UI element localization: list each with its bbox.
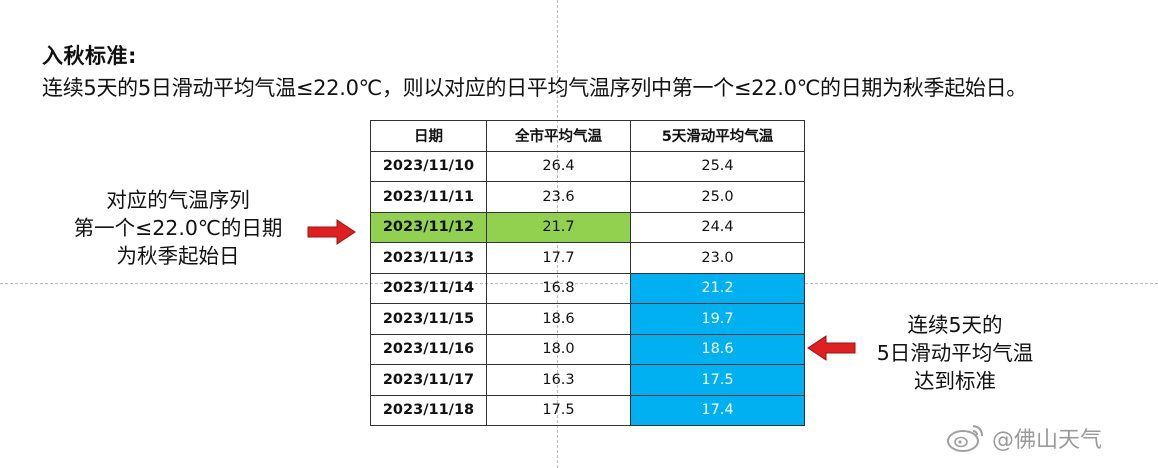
header-sliding-average: 5天滑动平均气温: [630, 120, 805, 152]
avg-cell: 26.4: [486, 150, 631, 182]
watermark-text: @佛山天气: [992, 428, 1103, 453]
weibo-icon: [947, 425, 983, 452]
temperature-table: 日期 全市平均气温 5天滑动平均气温 2023/11/10 26.4 25.4 …: [370, 120, 805, 426]
note-left: 对应的气温序列 第一个≤22.0℃的日期 为秋季起始日: [58, 186, 298, 270]
date-cell-highlighted: 2023/11/12: [370, 211, 487, 243]
note-left-line: 第一个≤22.0℃的日期: [73, 216, 283, 240]
sliding-cell: 23.0: [630, 242, 805, 274]
note-left-line: 为秋季起始日: [116, 244, 240, 268]
avg-cell: 18.6: [486, 303, 631, 335]
date-cell: 2023/11/16: [370, 333, 487, 365]
table-row: 2023/11/15 18.6 19.7: [370, 303, 805, 335]
avg-cell: 17.7: [486, 242, 631, 274]
note-right-line: 连续5天的: [907, 313, 1003, 337]
sliding-cell: 25.4: [630, 150, 805, 182]
arrow-left-icon: [807, 335, 856, 361]
sliding-cell-highlighted: 18.6: [630, 333, 805, 365]
date-cell: 2023/11/11: [370, 181, 487, 213]
header-city-average: 全市平均气温: [486, 120, 631, 152]
table-row: 2023/11/18 17.5 17.4: [370, 394, 805, 426]
avg-cell: 17.5: [486, 394, 631, 426]
date-cell: 2023/11/14: [370, 272, 487, 304]
avg-cell: 18.0: [486, 333, 631, 365]
sliding-cell: 24.4: [630, 211, 805, 243]
watermark: @佛山天气: [946, 422, 1102, 454]
heading: 入秋标准:: [42, 44, 137, 68]
date-cell: 2023/11/17: [370, 364, 487, 396]
note-right-line: 达到标准: [914, 369, 996, 393]
table-row: 2023/11/14 16.8 21.2: [370, 272, 805, 304]
table-row: 2023/11/16 18.0 18.6: [370, 333, 805, 365]
arrow-right-icon: [307, 219, 356, 245]
sliding-cell-highlighted: 17.4: [630, 394, 805, 426]
date-cell: 2023/11/18: [370, 394, 487, 426]
note-left-line: 对应的气温序列: [106, 188, 250, 212]
table-row: 2023/11/13 17.7 23.0: [370, 242, 805, 274]
avg-cell: 23.6: [486, 181, 631, 213]
avg-cell: 16.8: [486, 272, 631, 304]
sliding-cell: 25.0: [630, 181, 805, 213]
sliding-cell-highlighted: 17.5: [630, 364, 805, 396]
date-cell: 2023/11/10: [370, 150, 487, 182]
date-cell: 2023/11/13: [370, 242, 487, 274]
note-right-line: 5日滑动平均气温: [876, 341, 1034, 365]
rule-text: 连续5天的5日滑动平均气温≤22.0℃，则以对应的日平均气温序列中第一个≤22.…: [42, 76, 1027, 100]
avg-cell: 16.3: [486, 364, 631, 396]
table-row: 2023/11/10 26.4 25.4: [370, 150, 805, 182]
table-header-row: 日期 全市平均气温 5天滑动平均气温: [370, 120, 805, 152]
sliding-cell-highlighted: 19.7: [630, 303, 805, 335]
avg-cell-highlighted: 21.7: [486, 211, 631, 243]
date-cell: 2023/11/15: [370, 303, 487, 335]
sliding-cell-highlighted: 21.2: [630, 272, 805, 304]
header-date: 日期: [370, 120, 487, 152]
table-row: 2023/11/12 21.7 24.4: [370, 211, 805, 243]
table-row: 2023/11/17 16.3 17.5: [370, 364, 805, 396]
note-right: 连续5天的 5日滑动平均气温 达到标准: [855, 311, 1055, 395]
table-row: 2023/11/11 23.6 25.0: [370, 181, 805, 213]
